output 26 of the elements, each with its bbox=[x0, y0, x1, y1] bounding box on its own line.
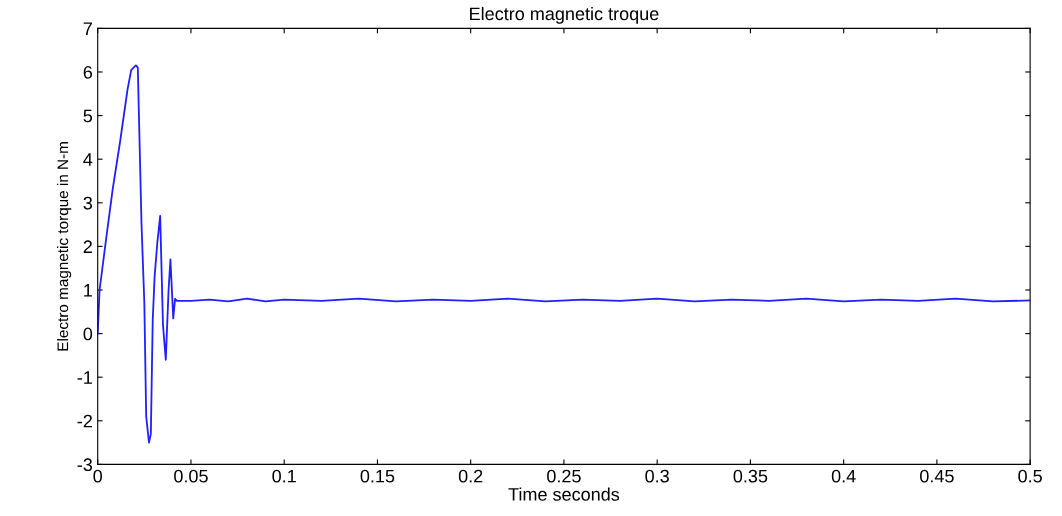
y-tick-label: 1 bbox=[84, 284, 92, 297]
x-tick-label: 0.15 bbox=[360, 469, 395, 483]
x-tick-label: 0.45 bbox=[920, 469, 954, 483]
y-tick-label: 2 bbox=[83, 240, 92, 253]
y-tick-label: 0 bbox=[83, 327, 93, 341]
y-tick-label: 7 bbox=[83, 22, 92, 35]
y-tick-label: -1 bbox=[77, 371, 92, 384]
x-tick-label: 0 bbox=[93, 469, 103, 483]
y-tick-label: 4 bbox=[83, 153, 93, 166]
y-tick-label: -3 bbox=[77, 458, 93, 472]
x-tick-label: 0.25 bbox=[547, 469, 581, 483]
x-tick-label: 0.1 bbox=[272, 469, 296, 483]
x-tick-label: 0.4 bbox=[831, 469, 856, 483]
x-tick-label: 0.05 bbox=[174, 469, 208, 483]
chart-title: Electro magnetic troque bbox=[470, 6, 659, 24]
y-axis-title: Electro magnetic torque in N-m bbox=[56, 142, 72, 351]
y-tick-label: 3 bbox=[83, 196, 93, 210]
y-tick-label: 5 bbox=[83, 109, 93, 123]
line-series bbox=[97, 64, 1031, 444]
y-tick-label: 6 bbox=[83, 65, 93, 79]
x-axis-title: Time seconds bbox=[508, 487, 620, 501]
x-tick-label: 0.5 bbox=[1018, 469, 1042, 483]
y-tick-label: -2 bbox=[77, 414, 92, 428]
x-tick-label: 0.35 bbox=[733, 469, 768, 483]
x-tick-label: 0.2 bbox=[458, 469, 483, 483]
x-tick-label: 0.3 bbox=[645, 469, 669, 483]
